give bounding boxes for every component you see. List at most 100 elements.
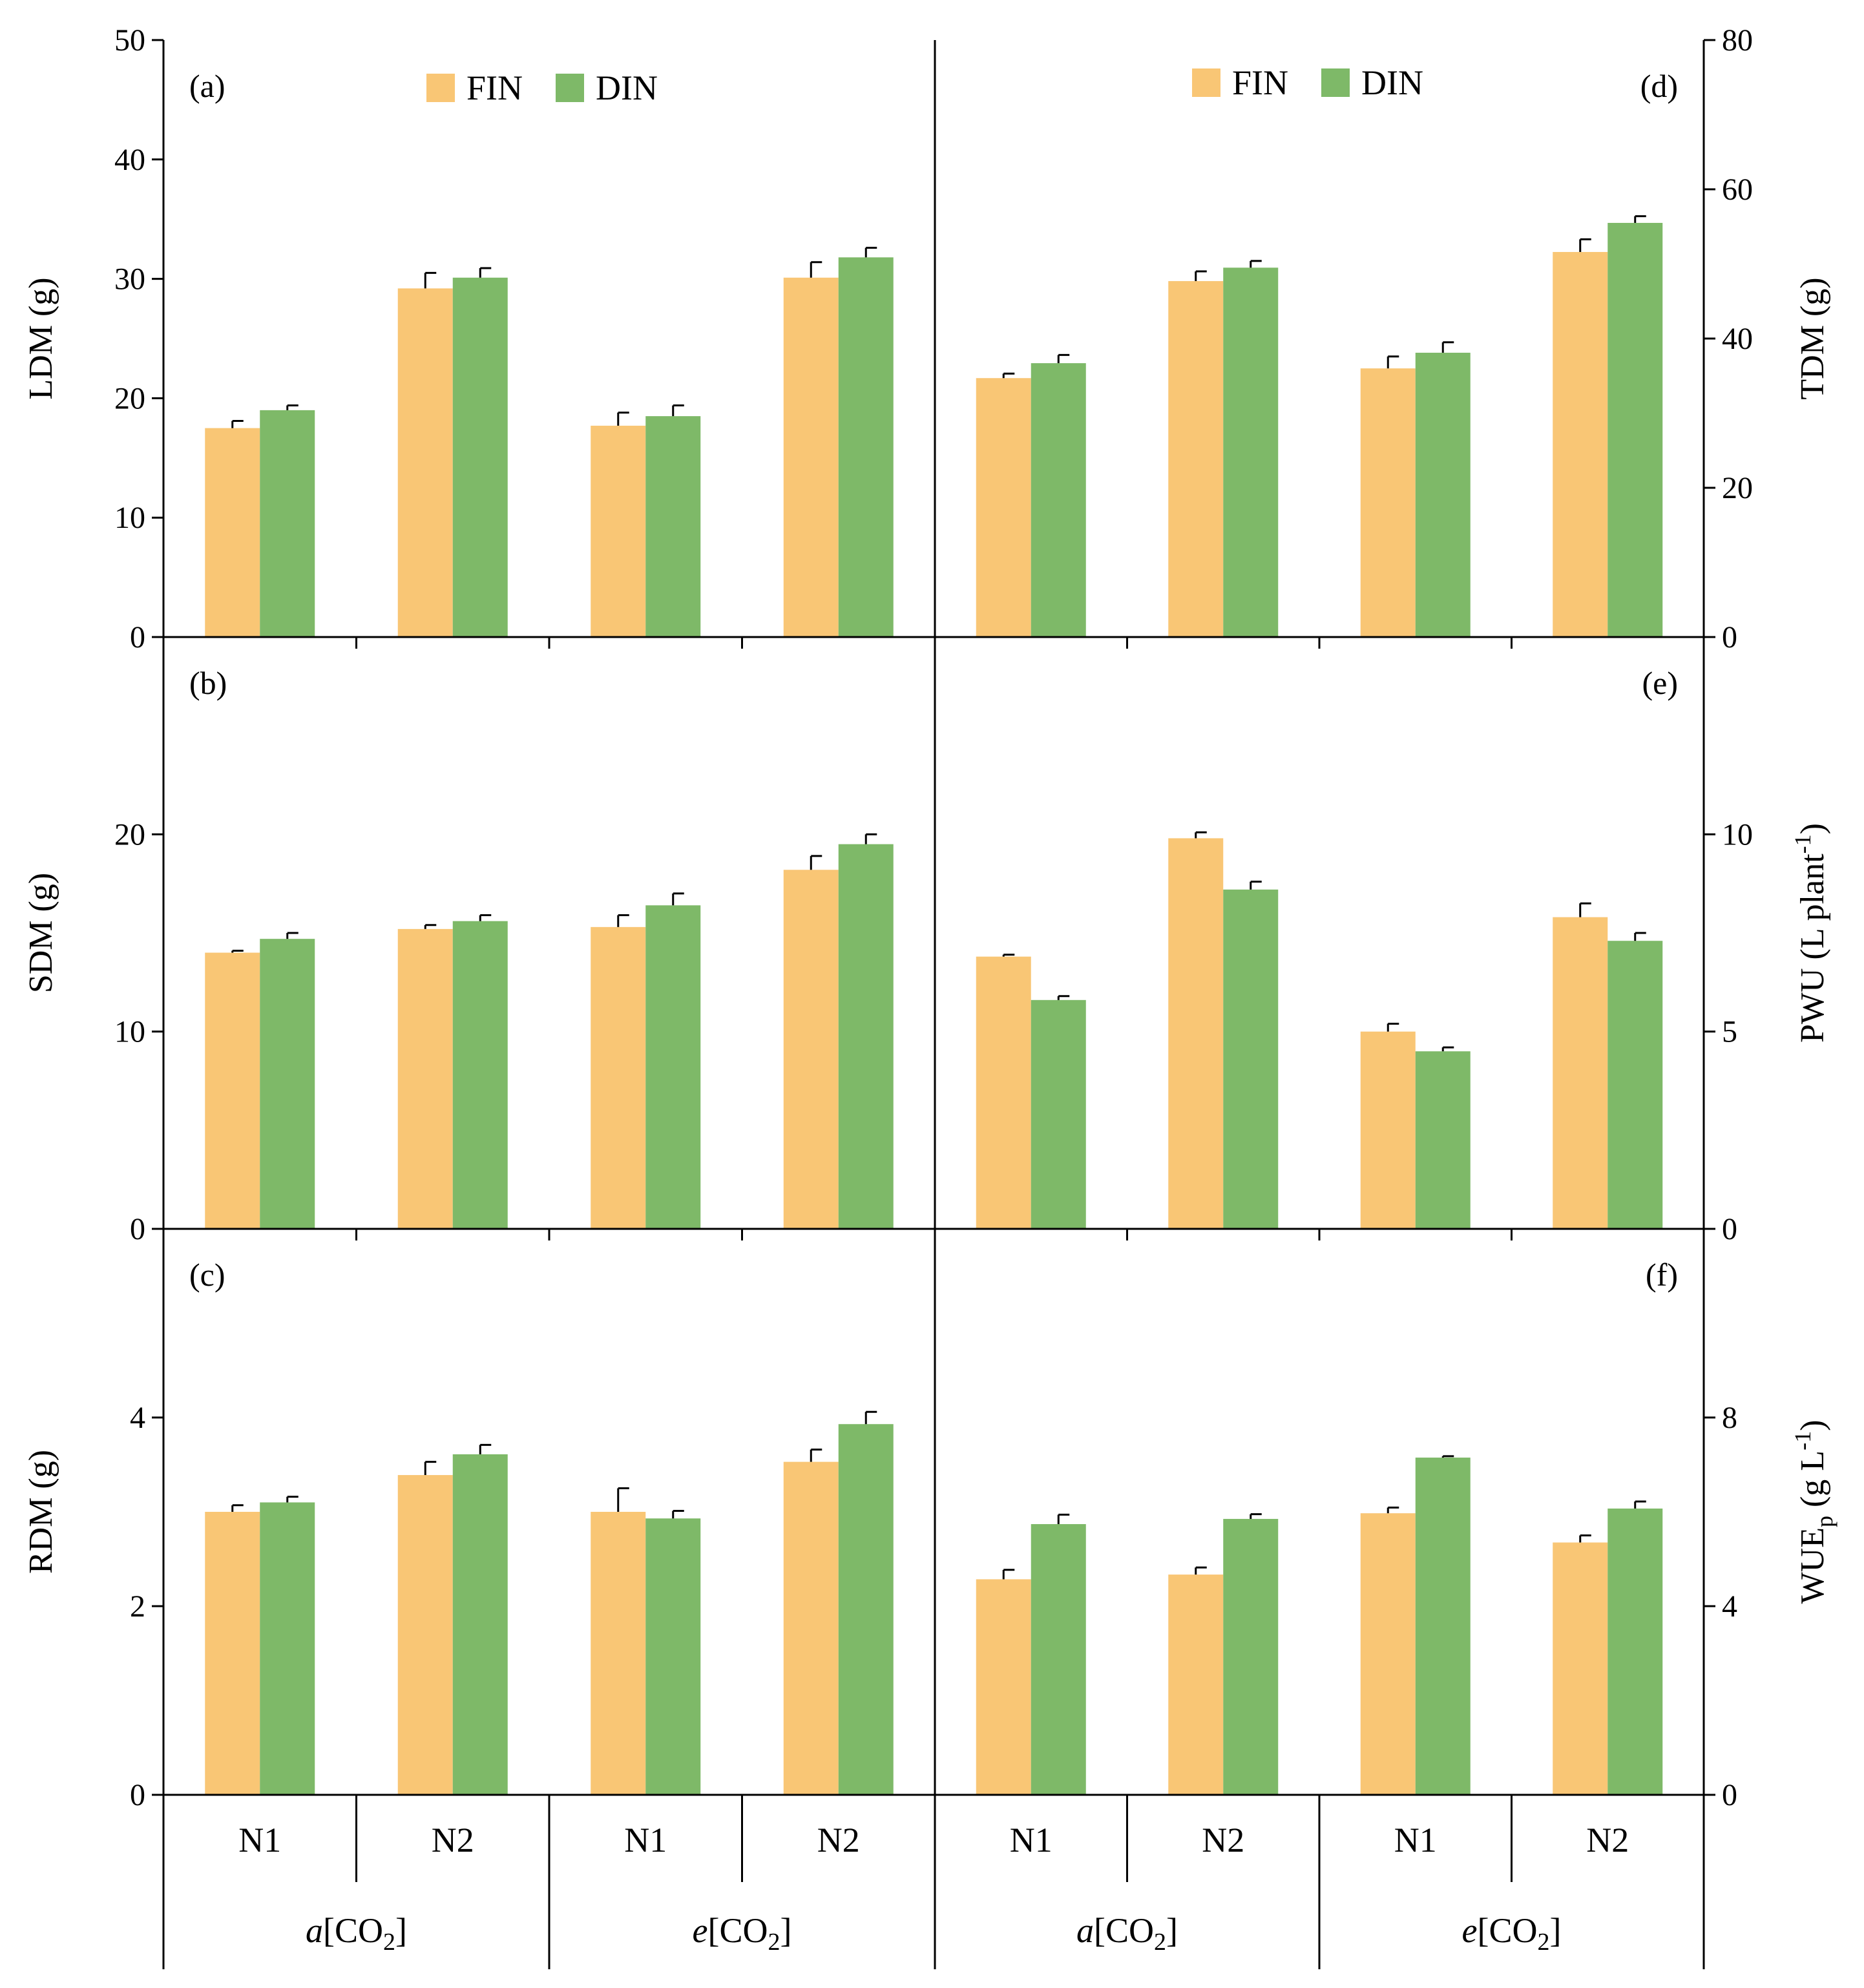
y-tick-label: 8	[1722, 1401, 1737, 1435]
panel-label: (c)	[189, 1257, 225, 1293]
co2-group-label: e[CO2]	[693, 1911, 792, 1956]
n-level-label: N2	[1586, 1821, 1629, 1859]
y-tick-label: 0	[130, 1212, 145, 1246]
bar-fin-4	[783, 870, 839, 1229]
n-level-label: N2	[432, 1821, 474, 1859]
panel-label: (b)	[189, 665, 227, 701]
bar-din-1	[260, 939, 315, 1229]
legend-swatch-fin	[426, 74, 455, 102]
bar-fin-3	[591, 1512, 646, 1795]
bar-fin-4	[1553, 252, 1608, 637]
n-level-label: N2	[1202, 1821, 1244, 1859]
y-tick-label: 10	[1722, 817, 1753, 852]
bar-fin-2	[397, 288, 453, 637]
bar-din-3	[1415, 1051, 1471, 1229]
panel-d: 0 20 40 60 80 (d) TDM (g)	[976, 23, 1831, 654]
bar-fin-1	[205, 428, 260, 637]
bar-din-2	[1223, 1518, 1279, 1795]
panel-label: (e)	[1642, 665, 1679, 701]
co2-group-label: a[CO2]	[1076, 1911, 1178, 1956]
legend-swatch-fin	[1192, 68, 1220, 97]
y-tick-label: 30	[114, 262, 145, 297]
legend-swatch-din	[556, 74, 584, 102]
panel-b: 0 10 20 (b) SDM (g)	[23, 665, 894, 1246]
bar-din-3	[1415, 1458, 1471, 1795]
bar-fin-1	[976, 956, 1031, 1229]
panel-f: 0 4 8 (f) WUEp (g L-1)	[976, 1257, 1838, 1812]
bar-din-4	[838, 257, 894, 637]
legend-label-fin: FIN	[1232, 63, 1288, 102]
y-axis-label: RDM (g)	[23, 1450, 59, 1574]
bar-din-2	[452, 277, 508, 637]
y-tick-label: 40	[1722, 322, 1753, 356]
legend-label-din: DIN	[1361, 63, 1423, 102]
legend-label-din: DIN	[596, 68, 658, 107]
figure-frame	[162, 40, 1705, 1969]
bar-fin-4	[1553, 917, 1608, 1229]
bar-din-3	[1415, 352, 1471, 637]
y-axis-label: LDM (g)	[23, 277, 59, 399]
y-tick-label: 2	[130, 1589, 145, 1624]
bar-fin-3	[1360, 1513, 1416, 1795]
y-tick-label: 10	[114, 1015, 145, 1049]
y-tick-label: 60	[1722, 173, 1753, 207]
y-tick-label: 80	[1722, 23, 1753, 58]
bar-fin-1	[976, 378, 1031, 637]
panel-label: (f)	[1646, 1257, 1678, 1293]
y-tick-label: 4	[130, 1401, 145, 1435]
bar-din-4	[838, 1424, 894, 1795]
panel-label: (a)	[189, 68, 225, 104]
legend-swatch-din	[1321, 68, 1350, 97]
bar-fin-3	[1360, 1031, 1416, 1229]
bar-din-3	[645, 416, 701, 637]
co2-group-label: a[CO2]	[306, 1911, 407, 1956]
bar-din-2	[1223, 889, 1279, 1229]
legend-a: FIN DIN	[426, 68, 658, 107]
y-axis-label: TDM (g)	[1794, 277, 1831, 399]
bar-fin-3	[1360, 368, 1416, 637]
y-tick-label: 0	[130, 1778, 145, 1812]
bar-din-3	[645, 905, 701, 1229]
bar-fin-2	[1168, 1575, 1224, 1795]
bar-din-1	[1031, 363, 1086, 637]
bar-fin-2	[1168, 838, 1224, 1229]
bar-fin-1	[205, 952, 260, 1229]
bar-fin-4	[1553, 1542, 1608, 1795]
panel-label: (d)	[1640, 68, 1678, 104]
bar-din-4	[1607, 941, 1663, 1229]
y-tick-label: 20	[114, 381, 145, 415]
y-tick-label: 10	[114, 501, 145, 535]
bar-fin-2	[1168, 281, 1224, 637]
y-tick-label: 5	[1722, 1015, 1737, 1049]
bar-din-3	[645, 1518, 701, 1795]
bar-fin-4	[783, 277, 839, 637]
bar-din-2	[452, 1454, 508, 1795]
bar-din-1	[260, 410, 315, 637]
y-axis-label: SDM (g)	[23, 873, 59, 993]
panel-e: 0 5 10 (e) PWU (L plant-1)	[976, 665, 1831, 1246]
bar-din-1	[1031, 999, 1086, 1229]
bar-din-2	[452, 921, 508, 1229]
bar-fin-1	[205, 1512, 260, 1795]
bar-fin-1	[976, 1579, 1031, 1795]
n-level-label: N2	[817, 1821, 860, 1859]
y-axis-label: PWU (L plant-1)	[1790, 823, 1831, 1043]
n-level-label: N1	[1394, 1821, 1437, 1859]
bar-din-4	[838, 844, 894, 1229]
bar-din-4	[1607, 222, 1663, 638]
panel-c: 0 2 4 (c) RDM (g)	[23, 1257, 894, 1812]
n-level-label: N1	[1010, 1821, 1052, 1859]
legend-d: FIN DIN	[1192, 63, 1423, 102]
y-tick-label: 20	[1722, 471, 1753, 505]
y-axis-label: WUEp (g L-1)	[1790, 1420, 1838, 1604]
bar-fin-3	[591, 926, 646, 1229]
bar-din-1	[1031, 1523, 1086, 1795]
y-tick-label: 40	[114, 143, 145, 177]
legend-label-fin: FIN	[466, 68, 523, 107]
y-tick-label: 0	[1722, 1778, 1737, 1812]
n-level-label: N1	[238, 1821, 281, 1859]
co2-group-label: e[CO2]	[1462, 1911, 1562, 1956]
bar-fin-2	[397, 928, 453, 1229]
